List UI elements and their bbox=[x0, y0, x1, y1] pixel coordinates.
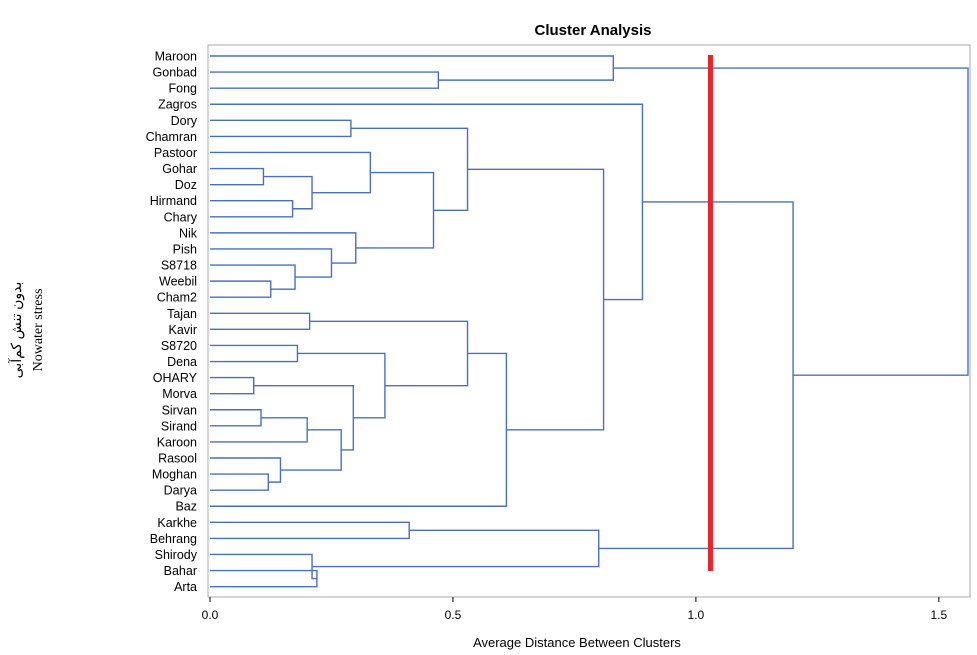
leaf-label: Morva bbox=[162, 387, 197, 401]
merge-m32 bbox=[598, 201, 794, 550]
merge-m30 bbox=[210, 553, 317, 580]
merge-m9 bbox=[355, 171, 435, 249]
merge-m4 bbox=[210, 151, 372, 194]
merge-m29 bbox=[210, 569, 318, 588]
leaf-label: Rasool bbox=[158, 452, 197, 466]
chart-title: Cluster Analysis bbox=[535, 22, 652, 39]
leaf-label: Pastoor bbox=[154, 146, 197, 160]
merge-m1 bbox=[210, 167, 265, 186]
leaf-label: Shirody bbox=[155, 548, 198, 562]
leaf-label: Baz bbox=[175, 500, 197, 514]
leaf-label: Moghan bbox=[152, 468, 197, 482]
x-tick-label: 0.0 bbox=[202, 608, 219, 622]
leaf-label: Pish bbox=[173, 242, 197, 256]
leaf-label: Gohar bbox=[162, 162, 197, 176]
leaf-label: Kavir bbox=[169, 323, 197, 337]
merge-m31 bbox=[312, 529, 600, 568]
leaf-label: Darya bbox=[164, 484, 197, 498]
leaf-label: Hirmand bbox=[150, 194, 197, 208]
merge-m21 bbox=[297, 352, 386, 419]
merge-m10 bbox=[210, 119, 352, 138]
merge-m23 bbox=[210, 352, 508, 507]
x-axis-ticks: 0.0 0.5 1.0 1.5 bbox=[202, 597, 948, 622]
leaf-label: Chary bbox=[164, 210, 198, 224]
merge-m12 bbox=[210, 312, 311, 331]
leaf-label: S8718 bbox=[161, 259, 197, 273]
x-axis-title: Average Distance Between Clusters bbox=[473, 635, 681, 650]
leaf-label: Doz bbox=[175, 178, 197, 192]
leaf-label: Behrang bbox=[150, 532, 197, 546]
merge-m8 bbox=[210, 232, 357, 264]
merge-m13 bbox=[210, 344, 299, 363]
leaf-label: S8720 bbox=[161, 339, 197, 353]
leaf-label: OHARY bbox=[153, 371, 198, 385]
merge-m11 bbox=[350, 127, 469, 211]
merge-m28 bbox=[210, 521, 410, 540]
merge-m2 bbox=[210, 200, 294, 218]
side-label-line-2: Nowater stress bbox=[31, 289, 46, 372]
leaf-labels: Maroon Gonbad Fong Zagros Dory Chamran Pastoor… bbox=[146, 50, 198, 595]
dendrogram-branches bbox=[210, 55, 969, 588]
merge-m19 bbox=[280, 429, 342, 471]
leaf-label: Dena bbox=[167, 355, 197, 369]
merge-m6 bbox=[210, 264, 296, 290]
leaf-label: Zagros bbox=[158, 98, 197, 112]
x-tick-label: 1.0 bbox=[688, 608, 705, 622]
merge-m3 bbox=[263, 175, 313, 210]
merge-m5 bbox=[210, 280, 272, 298]
leaf-label: Sirvan bbox=[162, 403, 197, 417]
leaf-label: Fong bbox=[169, 82, 198, 96]
side-label-line-1: بدون تنش کم‌آبی bbox=[7, 282, 25, 379]
merge-m25 bbox=[210, 103, 644, 301]
x-tick-label: 0.5 bbox=[445, 608, 462, 622]
plot-frame bbox=[207, 44, 971, 598]
leaf-label: Chamran bbox=[146, 130, 197, 144]
x-tick-label: 1.5 bbox=[931, 608, 948, 622]
leaf-label: Bahar bbox=[164, 564, 197, 578]
leaf-label: Tajan bbox=[167, 307, 197, 321]
leaf-label: Karoon bbox=[157, 435, 197, 449]
leaf-label: Gonbad bbox=[153, 66, 198, 80]
leaf-label: Nik bbox=[179, 226, 198, 240]
merge-m17 bbox=[210, 473, 270, 491]
merge-m16 bbox=[210, 417, 308, 443]
leaf-label: Karkhe bbox=[157, 516, 197, 530]
side-label: بدون تنش کم‌آبی Nowater stress bbox=[7, 282, 46, 379]
merge-m7 bbox=[210, 248, 333, 278]
merge-m26 bbox=[210, 71, 440, 89]
merge-m14 bbox=[210, 376, 255, 395]
leaf-label: Cham2 bbox=[157, 291, 197, 305]
merge-m18 bbox=[210, 457, 282, 483]
merge-m15 bbox=[210, 409, 262, 427]
merge-m33 bbox=[613, 67, 969, 376]
merge-m24 bbox=[467, 168, 605, 431]
leaf-label: Dory bbox=[171, 114, 198, 128]
leaf-label: Arta bbox=[174, 580, 197, 594]
merge-m27 bbox=[210, 55, 614, 81]
leaf-label: Maroon bbox=[155, 50, 197, 64]
leaf-label: Weebil bbox=[159, 275, 197, 289]
leaf-label: Sirand bbox=[161, 419, 197, 433]
